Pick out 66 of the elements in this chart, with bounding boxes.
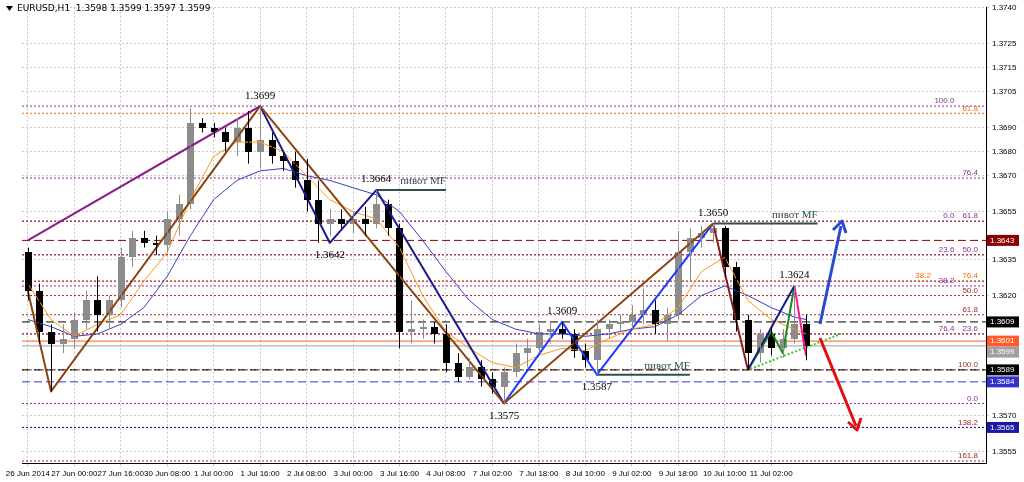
y-tick-label: 1.3655 — [992, 206, 1018, 216]
series-label: пивот MF — [400, 174, 446, 187]
data-label: 1.3609 — [546, 304, 578, 317]
ref-line-label: 1.3584 — [990, 377, 1016, 387]
annotation: 76.4 — [938, 324, 955, 334]
ref-line-label: 1.3601 — [990, 336, 1016, 346]
data-label: 1.3699 — [244, 88, 276, 101]
x-tick-label: 3 Jul 16:00 — [379, 469, 420, 479]
data-label: 1.3642 — [314, 248, 345, 261]
y-tick-label: 1.3670 — [992, 170, 1018, 180]
x-tick-label: 9 Jul 18:00 — [658, 469, 699, 479]
annotation: 161.8 — [957, 451, 979, 461]
annotation: 23.6 — [962, 324, 979, 334]
x-tick-label: 7 Jul 18:00 — [519, 469, 559, 479]
annotation: 50.0 — [962, 285, 979, 295]
x-tick-label: 11 Jul 02:00 — [749, 469, 794, 479]
annotation: 50.0 — [962, 244, 979, 254]
annotation: 38.2 — [915, 271, 932, 281]
annotation: 138.2 — [957, 417, 979, 427]
data-label: 1.3650 — [697, 206, 729, 218]
series-label: пивот MF — [644, 359, 690, 372]
annotation: 100.0 — [957, 360, 979, 370]
data-label: 1.3664 — [361, 172, 392, 185]
y-tick-label: 1.3680 — [992, 146, 1018, 156]
y-tick-label: 1.3740 — [992, 3, 1018, 12]
data-label: 1.3587 — [581, 380, 613, 393]
annotation: 100.0 — [934, 96, 955, 106]
y-tick-label: 1.3725 — [992, 38, 1018, 48]
x-tick-label: 1 Jul 16:00 — [240, 469, 281, 479]
annotation: 23.6 — [938, 244, 955, 254]
x-tick-label: 26 Jun 2014 — [5, 469, 51, 479]
annotation: 38.2 — [938, 276, 955, 286]
chart-title: EURUSD,H1 1.3598 1.3599 1.3597 1.3599 — [17, 3, 211, 13]
y-tick-label: 1.3620 — [992, 290, 1018, 300]
annotation: 76.4 — [962, 168, 979, 178]
annotation: 76.4 — [962, 271, 979, 281]
x-tick-label: 7 Jul 02:00 — [472, 469, 513, 479]
annotation: 61.8 — [962, 304, 979, 314]
series-label: пивот MF — [771, 208, 818, 220]
annotation: 0.0 — [966, 393, 979, 403]
y-tick-label: 1.3635 — [992, 254, 1018, 264]
annotation: 61.8 — [962, 103, 979, 113]
y-tick-label: 1.3715 — [992, 62, 1018, 72]
y-tick-label: 1.3555 — [992, 446, 1018, 456]
x-tick-label: 27 Jun 00:00 — [51, 469, 98, 479]
x-tick-label: 2 Jul 08:00 — [286, 469, 327, 479]
y-tick-label: 1.3690 — [992, 122, 1018, 132]
ref-line-label: 1.3589 — [990, 365, 1016, 375]
y-tick-label: 1.3570 — [992, 410, 1018, 420]
x-tick-label: 3 Jul 00:00 — [333, 469, 374, 479]
ref-line-label: 1.3643 — [990, 235, 1016, 245]
x-tick-label: 10 Jul 10:00 — [702, 469, 748, 479]
x-tick-label: 4 Jul 08:00 — [426, 469, 467, 479]
ref-line-label: 1.3565 — [990, 422, 1016, 432]
x-tick-label: 9 Jul 02:00 — [612, 469, 652, 479]
annotation: 0.0 — [943, 211, 955, 221]
data-label: 1.3575 — [488, 408, 520, 421]
x-tick-label: 1 Jul 00:00 — [194, 469, 234, 479]
data-label: 1.3624 — [779, 268, 810, 281]
x-tick-label: 8 Jul 10:00 — [565, 469, 606, 479]
ref-line-label: 1.3609 — [990, 317, 1016, 327]
ref-line-label: 1.3599 — [990, 347, 1016, 357]
annotation: 61.8 — [962, 211, 979, 221]
x-tick-label: 27 Jun 16:00 — [97, 469, 145, 479]
x-tick-label: 30 Jun 08:00 — [144, 469, 191, 479]
y-tick-label: 1.3705 — [992, 86, 1018, 96]
